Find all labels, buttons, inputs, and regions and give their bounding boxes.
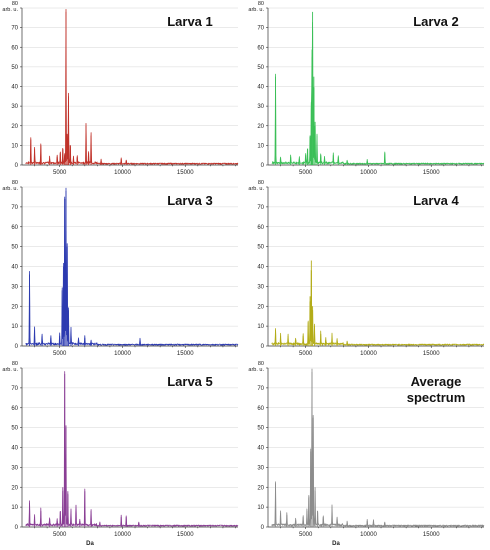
- y-tick-label: 0: [261, 525, 265, 531]
- y-tick-label: 40: [257, 85, 264, 91]
- x-tick-label: 15000: [177, 532, 194, 538]
- y-axis-unit: arb. u.: [2, 186, 18, 192]
- y-tick-label: 0: [15, 163, 19, 169]
- y-tick-label: 40: [257, 446, 264, 452]
- y-tick-label: 80: [12, 180, 18, 186]
- y-tick-label: 0: [261, 163, 265, 169]
- y-tick-label: 10: [11, 324, 18, 330]
- x-tick-label: 5000: [53, 532, 67, 538]
- y-axis-unit: arb. u.: [248, 367, 264, 373]
- y-tick-label: 20: [11, 304, 18, 310]
- panel-title: Average: [411, 374, 462, 389]
- y-tick-label: 60: [257, 45, 264, 51]
- y-tick-label: 60: [11, 225, 18, 231]
- y-tick-label: 60: [257, 225, 264, 231]
- y-tick-label: 0: [15, 525, 19, 531]
- y-tick-label: 50: [257, 245, 264, 251]
- y-tick-label: 80: [12, 361, 18, 367]
- y-axis-unit: arb. u.: [2, 367, 18, 373]
- y-tick-label: 80: [258, 361, 264, 367]
- x-axis-label: Da: [86, 541, 94, 547]
- x-tick-label: 5000: [299, 532, 313, 538]
- y-tick-label: 40: [257, 265, 264, 271]
- y-tick-label: 80: [258, 1, 264, 7]
- y-tick-label: 20: [257, 304, 264, 310]
- y-tick-label: 50: [257, 426, 264, 432]
- y-tick-label: 70: [11, 26, 18, 32]
- y-tick-label: 10: [257, 505, 264, 511]
- x-tick-label: 10000: [360, 170, 377, 176]
- y-axis-unit: arb. u.: [248, 7, 264, 13]
- y-tick-label: 70: [11, 386, 18, 392]
- spectrum-line: [271, 21, 485, 165]
- y-tick-label: 40: [11, 446, 18, 452]
- x-tick-label: 15000: [423, 351, 440, 357]
- spectrum-line: [25, 187, 239, 346]
- y-tick-label: 30: [11, 465, 18, 471]
- y-tick-label: 70: [257, 386, 264, 392]
- y-tick-label: 30: [11, 284, 18, 290]
- x-tick-label: 5000: [53, 170, 67, 176]
- y-tick-label: 0: [15, 344, 19, 350]
- y-tick-label: 70: [257, 26, 264, 32]
- panel-title: Larva 4: [413, 193, 459, 208]
- y-tick-label: 50: [257, 65, 264, 71]
- y-tick-label: 20: [257, 485, 264, 491]
- x-tick-label: 15000: [177, 351, 194, 357]
- y-tick-label: 30: [257, 284, 264, 290]
- y-tick-label: 40: [11, 85, 18, 91]
- y-tick-label: 0: [261, 344, 265, 350]
- y-axis-unit: arb. u.: [2, 7, 18, 13]
- y-tick-label: 60: [11, 45, 18, 51]
- y-tick-label: 70: [11, 205, 18, 211]
- y-tick-label: 60: [11, 406, 18, 412]
- y-tick-label: 10: [257, 143, 264, 149]
- y-tick-label: 50: [11, 65, 18, 71]
- y-tick-label: 30: [11, 104, 18, 110]
- x-tick-label: 5000: [53, 351, 67, 357]
- panel-title: spectrum: [407, 390, 466, 405]
- y-tick-label: 10: [11, 505, 18, 511]
- x-tick-label: 10000: [360, 532, 377, 538]
- panel-title: Larva 5: [167, 374, 213, 389]
- x-tick-label: 15000: [177, 170, 194, 176]
- y-axis-unit: arb. u.: [248, 186, 264, 192]
- y-tick-label: 10: [11, 143, 18, 149]
- y-tick-label: 20: [11, 485, 18, 491]
- spectrum-line: [271, 269, 485, 346]
- x-tick-label: 10000: [114, 170, 131, 176]
- y-tick-label: 80: [12, 1, 18, 7]
- x-tick-label: 15000: [423, 170, 440, 176]
- y-tick-label: 60: [257, 406, 264, 412]
- x-tick-label: 5000: [299, 351, 313, 357]
- spectrum-line: [25, 8, 239, 165]
- y-tick-label: 40: [11, 265, 18, 271]
- y-tick-label: 10: [257, 324, 264, 330]
- x-tick-label: 10000: [114, 532, 131, 538]
- y-tick-label: 70: [257, 205, 264, 211]
- panel-title: Larva 2: [413, 14, 459, 29]
- panel-title: Larva 3: [167, 193, 213, 208]
- x-tick-label: 10000: [360, 351, 377, 357]
- y-tick-label: 30: [257, 465, 264, 471]
- panel-title: Larva 1: [167, 14, 213, 29]
- y-tick-label: 80: [258, 180, 264, 186]
- y-tick-label: 20: [257, 124, 264, 130]
- x-tick-label: 15000: [423, 532, 440, 538]
- spectrum-line: [25, 371, 239, 527]
- y-tick-label: 20: [11, 124, 18, 130]
- x-tick-label: 5000: [299, 170, 313, 176]
- y-tick-label: 30: [257, 104, 264, 110]
- x-axis-label: Da: [332, 541, 340, 547]
- y-tick-label: 50: [11, 245, 18, 251]
- y-tick-label: 50: [11, 426, 18, 432]
- x-tick-label: 10000: [114, 351, 131, 357]
